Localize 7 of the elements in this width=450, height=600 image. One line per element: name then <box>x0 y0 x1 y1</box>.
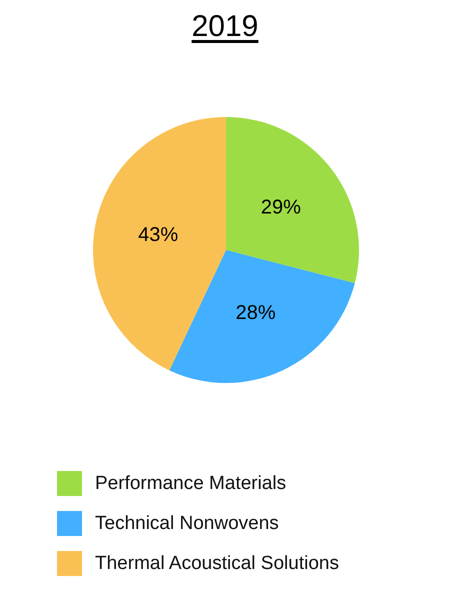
legend-label: Technical Nonwovens <box>95 513 279 534</box>
legend-label: Performance Materials <box>95 473 286 494</box>
chart-title: 2019 <box>190 10 260 44</box>
data-label: 29% <box>260 196 302 218</box>
legend-label: Thermal Acoustical Solutions <box>95 553 339 574</box>
data-label: 43% <box>138 224 178 246</box>
data-label: 28% <box>236 302 276 324</box>
